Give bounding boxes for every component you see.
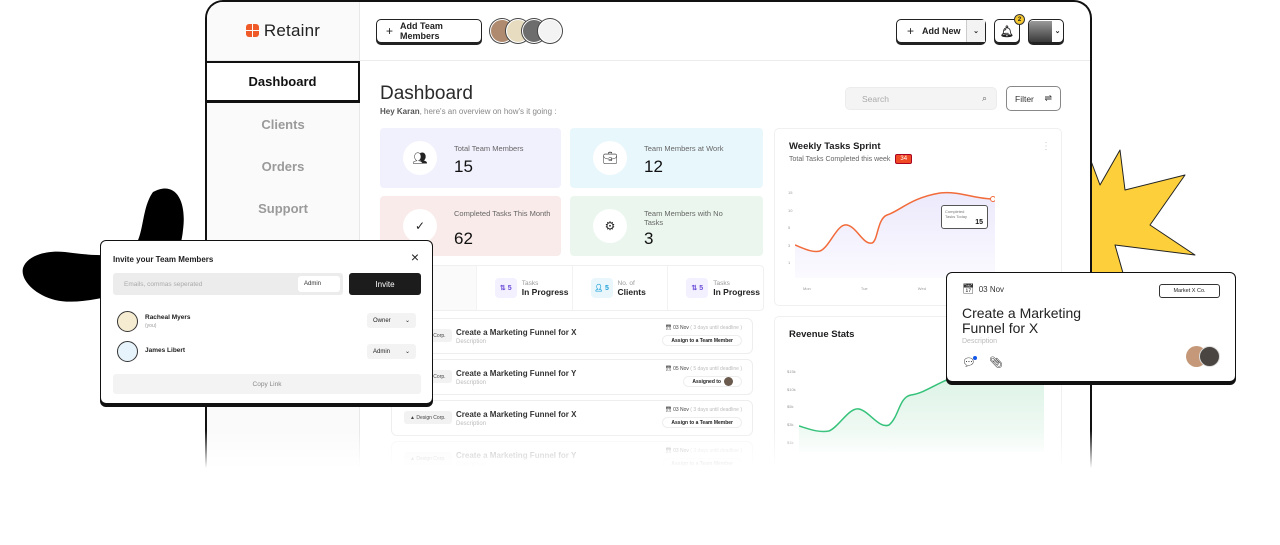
weekly-title: Weekly Tasks Sprint xyxy=(789,141,881,152)
briefcase-icon: 💼︎ xyxy=(593,141,627,175)
search-input[interactable]: Search ⌕ xyxy=(845,87,997,110)
chevron-down-icon[interactable]: ⌄ xyxy=(967,20,985,42)
role-dropdown[interactable]: Admin ⌄ xyxy=(367,344,416,359)
chevron-down-icon: ⌄ xyxy=(404,318,410,324)
tab-tasks-in-progress-2[interactable]: ⇅ 5 Tasks In Progress xyxy=(668,266,763,310)
app-name: Retainr xyxy=(263,21,321,40)
chevron-down-icon: ⌄ xyxy=(1054,28,1061,35)
more-options-icon[interactable]: ⋮ xyxy=(1041,141,1051,152)
comment-icon[interactable]: 💬︎ xyxy=(962,356,977,369)
task-description: Description xyxy=(962,338,998,345)
top-bar: + Add Team Members + Add New ⌄ 🔔︎ 2 ⌄ xyxy=(360,2,1090,61)
copy-link-button[interactable]: Copy Link xyxy=(113,374,421,394)
member-row: James Libert Admin ⌄ xyxy=(117,341,417,363)
due-date: 📅︎ 03 Nov ( 3 days until deadline ) xyxy=(665,325,742,331)
y-axis: 15 10 5 3 1 xyxy=(788,190,793,265)
sidebar-item-dashboard[interactable]: Dashboard xyxy=(207,61,360,103)
client-badge: Market X Co. xyxy=(1159,284,1220,298)
attachment-icon[interactable]: 📎︎ xyxy=(989,357,1003,369)
task-title: Create a Marketing Funnel for X xyxy=(962,305,1082,336)
invite-button[interactable]: Invite xyxy=(349,273,421,295)
chevron-down-icon: ⌄ xyxy=(404,349,410,355)
due-date: 📅︎ 03 Nov xyxy=(962,284,1005,295)
add-new-button[interactable]: + Add New ⌄ xyxy=(896,19,986,43)
role-dropdown[interactable]: Owner ⌄ xyxy=(367,313,416,328)
member-row: Racheal Myers (you) Owner ⌄ xyxy=(117,311,417,333)
assigned-button[interactable]: Assigned to xyxy=(683,376,742,387)
calendar-icon: 📅︎ xyxy=(665,325,674,331)
yellow-star-decoration xyxy=(1085,145,1196,280)
email-input[interactable]: Emails, commas seperated Admin xyxy=(113,273,343,295)
avatar xyxy=(117,311,138,332)
weekly-line-chart xyxy=(795,191,995,278)
modal-title: Invite your Team Members xyxy=(113,255,214,264)
assign-button[interactable]: Assign to a Team Member xyxy=(662,417,742,428)
stat-card-members-at-work: 💼︎ Team Members at Work 12 xyxy=(570,128,763,188)
bottom-fade xyxy=(200,430,1100,475)
close-icon[interactable]: × xyxy=(410,249,419,265)
sidebar-item-clients[interactable]: Clients xyxy=(261,116,305,132)
notification-badge: 2 xyxy=(1014,14,1025,25)
task-row[interactable]: ▲ Design Corp. Create a Marketing Funnel… xyxy=(391,359,753,395)
due-date: 📅︎ 03 Nov ( 3 days until deadline ) xyxy=(665,407,742,413)
profile-menu-button[interactable]: ⌄ xyxy=(1028,19,1064,43)
team-icon: 👥︎ xyxy=(403,141,437,175)
main-content: Dashboard Hey Karan, here's an overview … xyxy=(360,61,1090,470)
assignee-avatars xyxy=(1186,346,1220,367)
assign-button[interactable]: Assign to a Team Member xyxy=(662,335,742,346)
plus-icon: + xyxy=(386,24,394,38)
role-select[interactable]: Admin xyxy=(298,276,340,292)
calendar-icon: 📅︎ xyxy=(962,284,975,295)
bell-icon: 🔔︎ xyxy=(1000,25,1014,38)
avatar xyxy=(117,341,138,362)
page-subtitle: Hey Karan, here's an overview on how's i… xyxy=(380,107,557,116)
avatar xyxy=(724,377,733,386)
gear-icon: ⚙ xyxy=(593,209,627,243)
user-avatar xyxy=(1029,20,1052,42)
sliders-icon: ⇌ xyxy=(1044,93,1052,103)
invite-team-modal: Invite your Team Members × Emails, comma… xyxy=(100,240,433,404)
avatar xyxy=(1199,346,1220,367)
user-icon: 👤︎ 5 xyxy=(590,278,613,298)
weekly-tasks-card: Weekly Tasks Sprint Total Tasks Complete… xyxy=(774,128,1062,306)
revenue-title: Revenue Stats xyxy=(789,329,855,340)
sidebar-item-support[interactable]: Support xyxy=(258,200,308,216)
chart-tooltip: Completed Tasks Today 15 xyxy=(941,205,988,229)
logo: Retainr xyxy=(207,2,359,61)
retainr-logo-icon xyxy=(245,24,260,38)
filter-button[interactable]: Filter ⇌ xyxy=(1006,86,1061,111)
plus-icon: + xyxy=(907,24,915,38)
tab-tasks-in-progress[interactable]: ⇅ 5 Tasks In Progress xyxy=(477,266,573,310)
arrows-icon: ⇅ 5 xyxy=(494,278,517,298)
sidebar-item-orders[interactable]: Orders xyxy=(261,158,305,174)
due-date: 📅︎ 05 Nov ( 5 days until deadline ) xyxy=(665,366,742,372)
calendar-icon: 📅︎ xyxy=(665,407,674,413)
add-team-members-button[interactable]: + Add Team Members xyxy=(376,19,482,43)
search-icon: ⌕ xyxy=(981,93,987,103)
team-avatars[interactable] xyxy=(490,19,562,43)
avatar xyxy=(538,19,562,43)
arrows-icon: ⇅ 5 xyxy=(686,278,709,298)
weekly-subtitle: Total Tasks Completed this week 34 xyxy=(789,154,913,164)
check-icon: ✓ xyxy=(403,209,437,243)
stat-card-total-members: 👥︎ Total Team Members 15 xyxy=(380,128,561,188)
total-badge: 34 xyxy=(895,154,913,164)
notifications-button[interactable]: 🔔︎ 2 xyxy=(994,14,1025,43)
page-title: Dashboard xyxy=(380,83,473,104)
tab-clients[interactable]: 👤︎ 5 No. of Clients xyxy=(573,266,669,310)
task-detail-card[interactable]: 📅︎ 03 Nov Market X Co. Create a Marketing… xyxy=(946,272,1236,382)
client-tag: ▲ Design Corp. xyxy=(404,411,452,424)
stat-card-members-no-tasks: ⚙ Team Members with No Tasks 3 xyxy=(570,196,763,256)
calendar-icon: 📅︎ xyxy=(665,366,674,372)
task-row[interactable]: ▲ Design Corp. Create a Marketing Funnel… xyxy=(391,318,753,354)
